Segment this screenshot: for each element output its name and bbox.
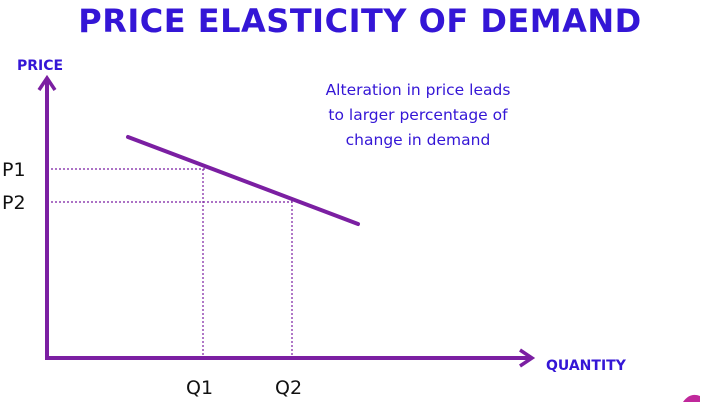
annotation-line: to larger percentage of [328,106,508,124]
p2-label: P2 [2,192,26,214]
price-axis-arrow [37,74,57,91]
demand-line [126,135,360,226]
q1-label: Q1 [186,377,213,399]
annotation-line: Alteration in price leads [325,81,511,99]
corner-mark [683,394,700,402]
q2-label: Q2 [275,377,302,399]
annotation-text: Alteration in price leads to larger perc… [268,78,568,153]
p1-label: P1 [2,159,26,181]
quantity-axis-arrow [519,348,536,368]
diagram-title: PRICE ELASTICITY OF DEMAND [78,2,642,40]
quantity-axis-label: QUANTITY [546,358,627,374]
annotation-line: change in demand [345,131,491,149]
price-axis-label: PRICE [17,58,63,74]
